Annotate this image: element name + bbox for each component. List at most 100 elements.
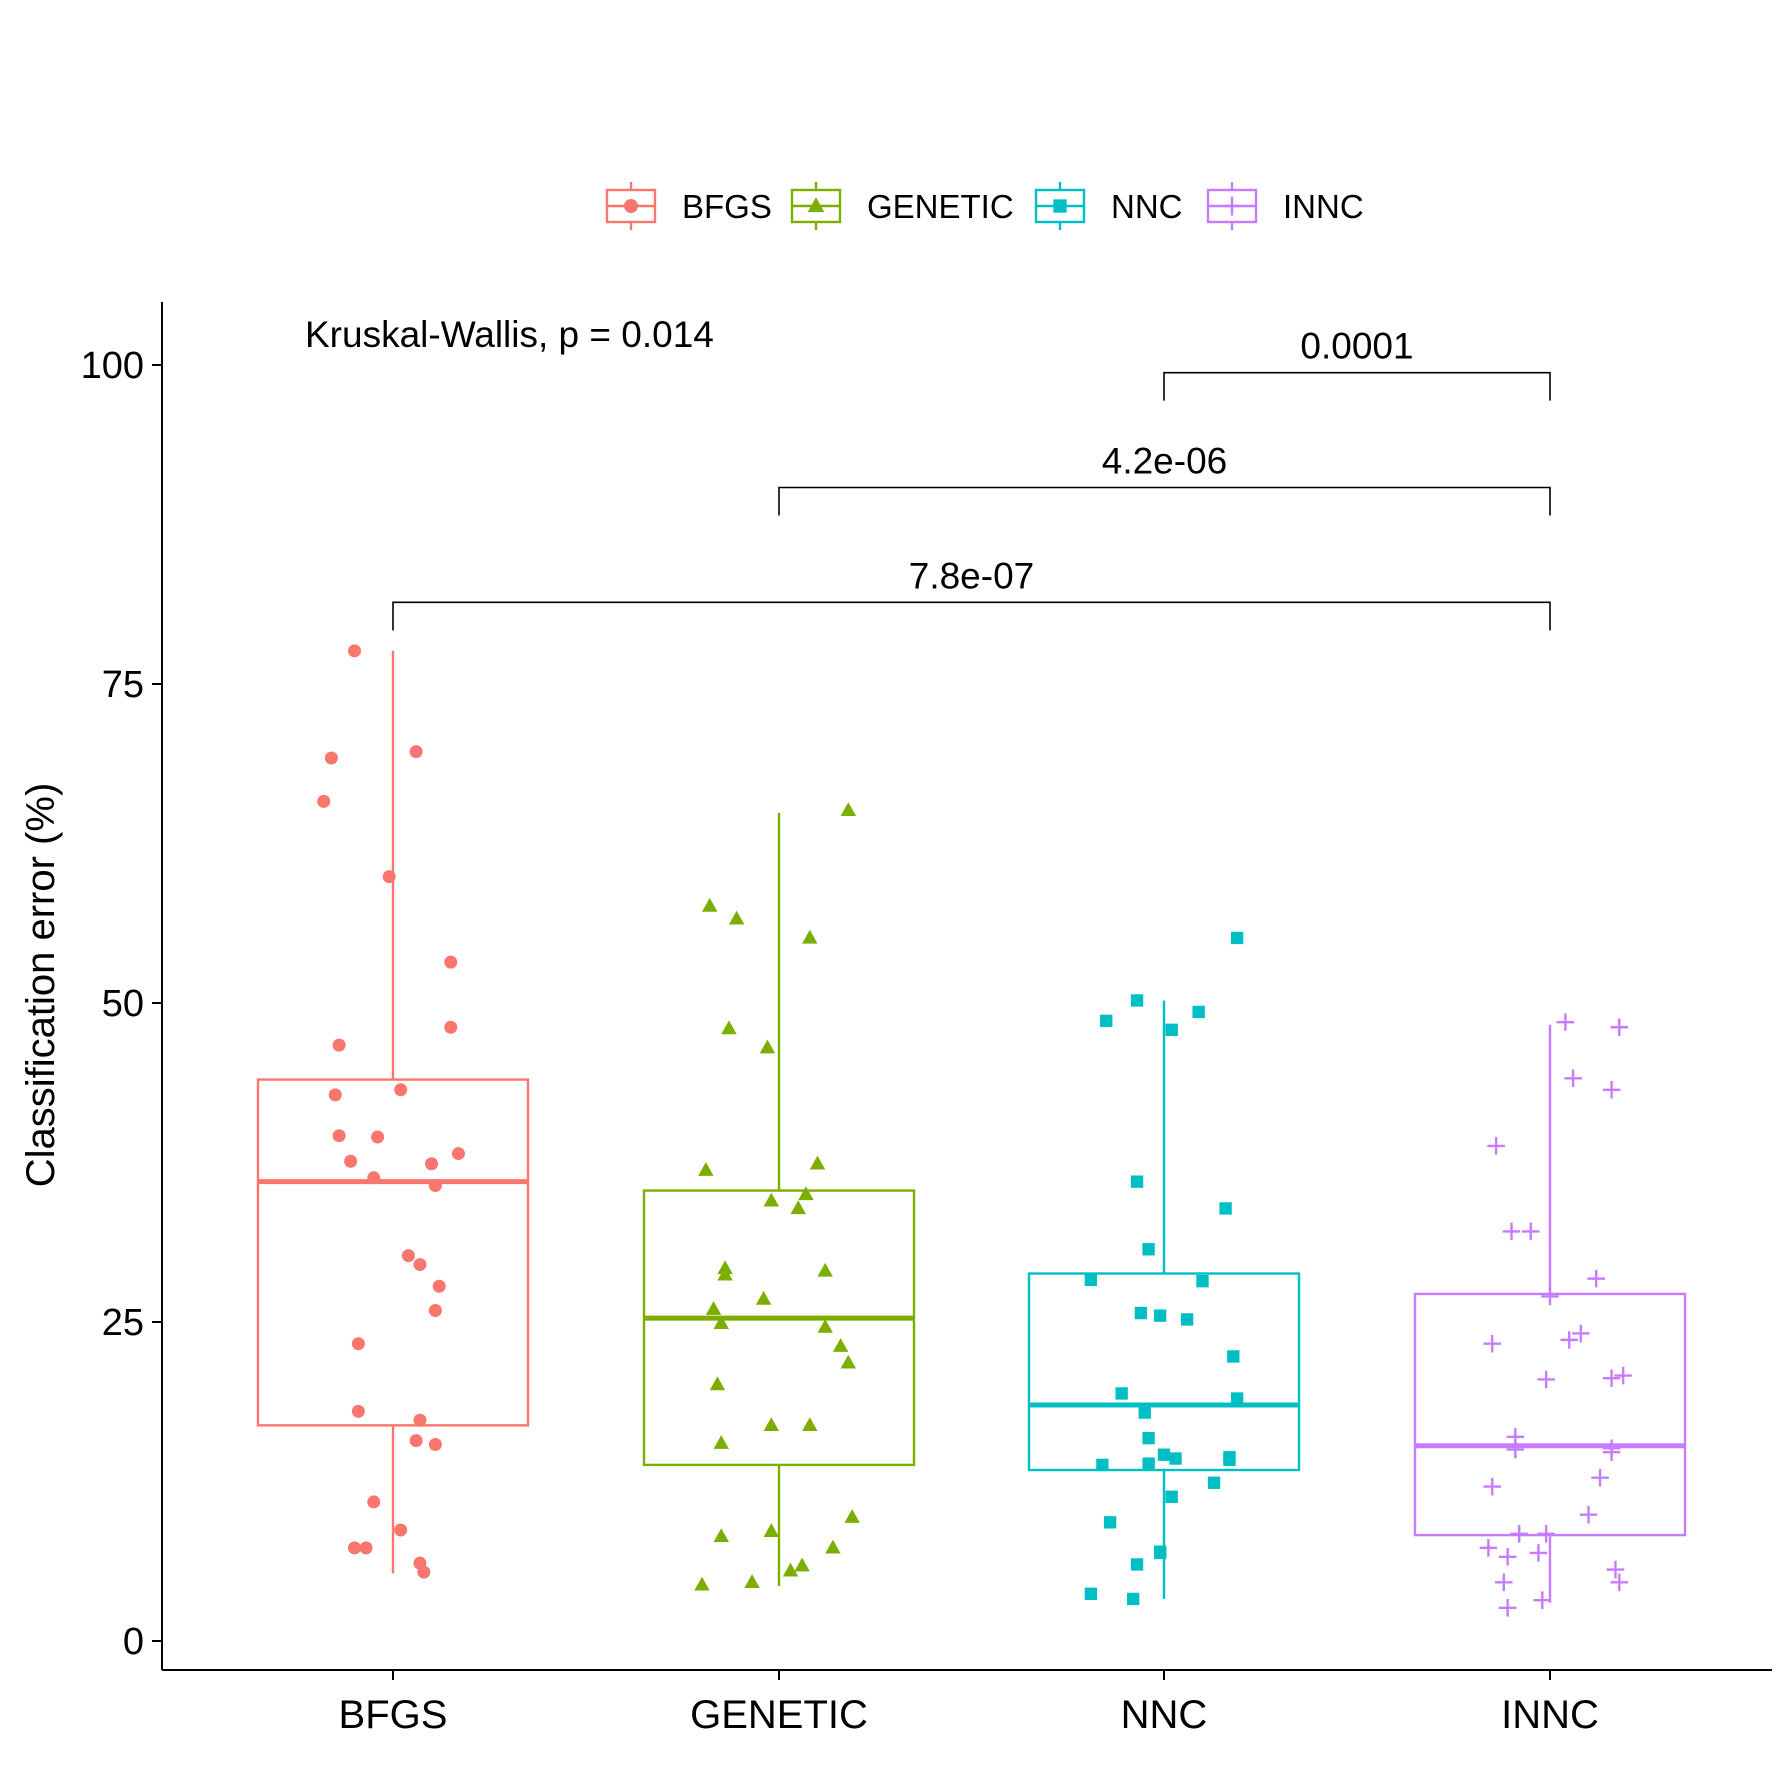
- data-point: [417, 1565, 431, 1579]
- x-tick-label: NNC: [1121, 1693, 1208, 1737]
- data-point: [401, 1249, 415, 1263]
- data-point: [809, 1155, 826, 1170]
- data-point: [1479, 1539, 1498, 1557]
- points-nnc: [1084, 931, 1244, 1606]
- axes: 0 25 50 75 100 BFGS GENETIC NNC INNC Classificati…: [19, 302, 1772, 1737]
- data-point: [798, 1186, 814, 1201]
- data-point: [763, 1523, 780, 1537]
- data-point: [1606, 1560, 1625, 1579]
- data-point: [1130, 994, 1144, 1007]
- data-point: [1130, 1558, 1144, 1571]
- data-point: [428, 1437, 442, 1451]
- points-bfgs: [317, 644, 465, 1579]
- box-iqr: [642, 1189, 916, 1467]
- data-point: [840, 1354, 857, 1369]
- legend-label: NNC: [1111, 188, 1183, 225]
- data-point: [1529, 1544, 1548, 1562]
- points-genetic: [694, 802, 860, 1591]
- data-point: [1483, 1477, 1502, 1496]
- data-point: [1219, 1202, 1232, 1215]
- legend-key-plus-icon: [1222, 196, 1242, 216]
- box-iqr: [256, 1078, 530, 1427]
- data-point: [1165, 1490, 1178, 1503]
- data-point: [802, 1417, 818, 1432]
- data-point: [1564, 1069, 1582, 1088]
- data-point: [1153, 1309, 1167, 1322]
- data-point: [367, 1495, 381, 1509]
- data-point: [371, 1130, 385, 1144]
- data-point: [332, 1038, 346, 1052]
- data-point: [351, 1404, 365, 1418]
- data-point: [1483, 1334, 1502, 1353]
- data-point: [701, 897, 718, 912]
- legend-label: GENETIC: [867, 188, 1014, 225]
- data-point: [444, 1020, 458, 1034]
- data-point: [1227, 1350, 1240, 1363]
- y-tick-label: 50: [102, 983, 144, 1025]
- data-point: [428, 1178, 442, 1192]
- data-point: [1084, 1273, 1098, 1287]
- data-point: [817, 1318, 833, 1333]
- data-point: [794, 1557, 810, 1572]
- bracket-label: 0.0001: [1300, 326, 1413, 367]
- data-point: [1230, 931, 1244, 945]
- data-point: [394, 1083, 408, 1097]
- data-point: [1495, 1573, 1513, 1592]
- bracket-label: 4.2e-06: [1102, 440, 1228, 481]
- data-point: [1587, 1269, 1605, 1288]
- kruskal-wallis-text: Kruskal-Wallis, p = 0.014: [305, 314, 714, 355]
- legend-entry-innc: INNC: [1206, 182, 1364, 230]
- data-point: [744, 1574, 760, 1588]
- data-point: [359, 1541, 373, 1555]
- significance-bracket: 0.0001: [1163, 326, 1551, 401]
- data-point: [1602, 1443, 1621, 1461]
- data-point: [1510, 1525, 1528, 1543]
- box-iqr: [1027, 1272, 1301, 1472]
- boxes: [256, 650, 1687, 1603]
- legend-entry-genetic: GENETIC: [790, 182, 1014, 230]
- data-point: [444, 955, 458, 969]
- legend-label: INNC: [1283, 188, 1364, 225]
- data-point: [409, 1434, 423, 1448]
- bracket-label: 7.8e-07: [909, 555, 1035, 596]
- data-point: [1572, 1324, 1590, 1343]
- data-point: [713, 1528, 729, 1543]
- data-point: [1579, 1505, 1598, 1524]
- data-point: [840, 802, 857, 817]
- data-point: [721, 1020, 737, 1035]
- data-point: [790, 1200, 806, 1215]
- legend-key-triangle-icon: [807, 197, 825, 213]
- x-tick-label: GENETIC: [690, 1693, 868, 1737]
- legend-entry-nnc: NNC: [1034, 182, 1183, 230]
- data-point: [413, 1258, 427, 1272]
- significance-bracket: 4.2e-06: [778, 440, 1551, 516]
- data-point: [802, 929, 818, 944]
- data-point: [1157, 1448, 1171, 1461]
- y-tick-label: 75: [102, 664, 144, 706]
- data-point: [763, 1192, 780, 1207]
- data-point: [348, 644, 361, 658]
- data-point: [728, 910, 745, 925]
- data-point: [1153, 1546, 1167, 1560]
- data-point: [755, 1290, 772, 1305]
- data-point: [1533, 1591, 1552, 1609]
- data-point: [1537, 1525, 1555, 1543]
- data-point: [348, 1541, 361, 1555]
- points-innc: [1479, 1013, 1632, 1617]
- data-point: [1196, 1274, 1209, 1288]
- x-tick-label: INNC: [1501, 1693, 1599, 1737]
- data-point: [394, 1523, 408, 1537]
- data-point: [1130, 1175, 1144, 1188]
- data-point: [367, 1171, 381, 1185]
- data-point: [1207, 1476, 1221, 1489]
- data-point: [1560, 1331, 1579, 1349]
- data-point: [698, 1162, 714, 1176]
- x-tick-label: BFGS: [339, 1693, 448, 1737]
- data-point: [825, 1539, 841, 1554]
- data-point: [1165, 1023, 1178, 1036]
- box-genetic: [642, 812, 916, 1587]
- data-point: [1602, 1080, 1621, 1099]
- data-point: [1142, 1243, 1155, 1256]
